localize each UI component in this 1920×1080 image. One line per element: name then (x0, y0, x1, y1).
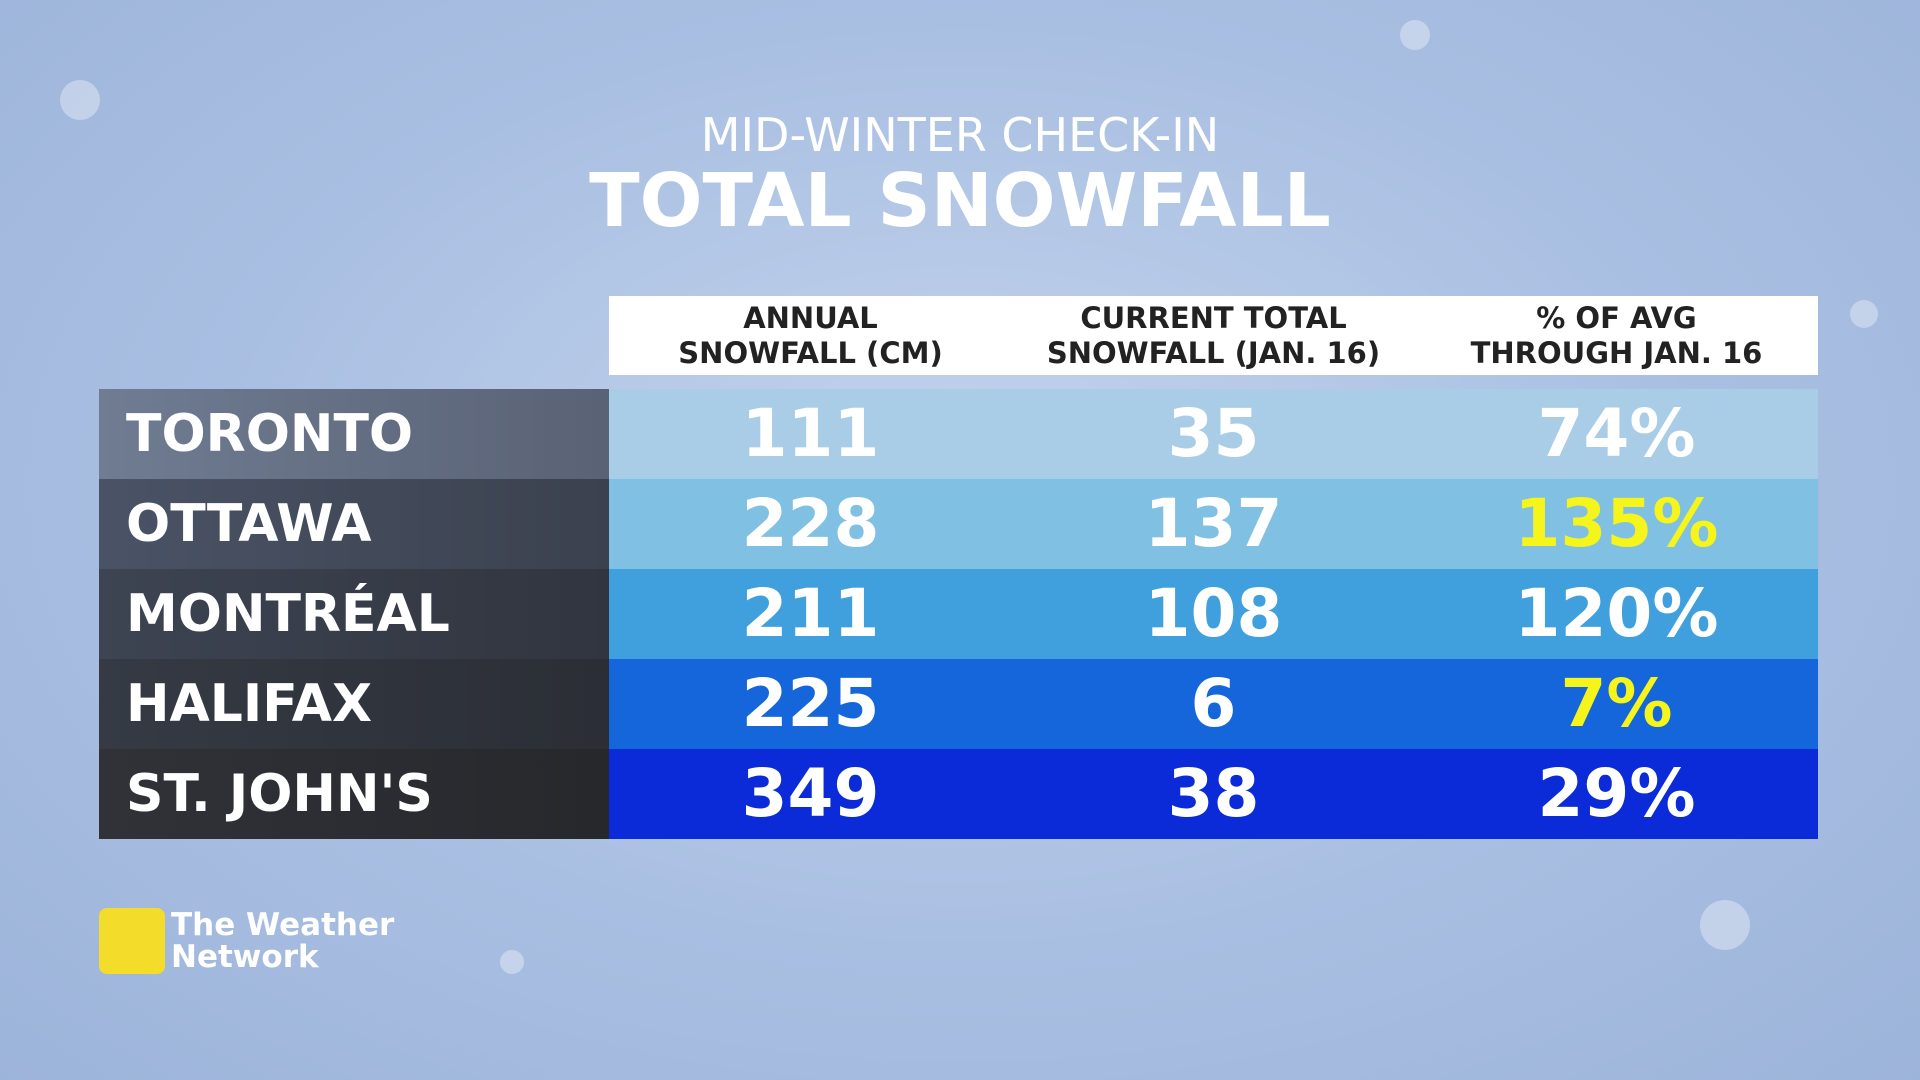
cell: 74% (1537, 395, 1696, 472)
snowflake (1850, 300, 1878, 328)
snowflake (60, 80, 100, 120)
column-header: CURRENT TOTAL SNOWFALL (JAN. 16) (1012, 296, 1415, 375)
header-line: SNOWFALL (CM) (678, 336, 943, 370)
column-header: % OF AVG THROUGH JAN. 16 (1415, 296, 1818, 375)
city: OTTAWA (99, 479, 609, 569)
snowflake (500, 950, 524, 974)
cell: 38 (1167, 755, 1260, 832)
city: HALIFAX (99, 659, 609, 749)
cell: 35 (1167, 395, 1260, 472)
cell: 111 (741, 395, 880, 472)
snowflake (1700, 900, 1750, 950)
table-row: MONTRÉAL 211 108 120% (99, 569, 1818, 659)
cell: 29% (1537, 755, 1696, 832)
table-row: TORONTO 111 35 74% (99, 389, 1818, 479)
table-row: ST. JOHN'S 349 38 29% (99, 749, 1818, 839)
header-line: SNOWFALL (JAN. 16) (1046, 336, 1381, 370)
cell: 108 (1144, 575, 1283, 652)
cell: 7% (1560, 665, 1673, 742)
title: TOTAL SNOWFALL (589, 158, 1331, 244)
cell: 225 (741, 665, 880, 742)
header-line: ANNUAL (743, 301, 878, 335)
column-header: ANNUAL SNOWFALL (CM) (609, 296, 1012, 375)
logo-line: Network (171, 939, 319, 975)
cell: 228 (741, 485, 880, 562)
city: ST. JOHN'S (99, 749, 609, 839)
cell: 135% (1514, 485, 1719, 562)
header-line: % OF AVG (1536, 301, 1697, 335)
logo-text: The Weather Network (171, 909, 394, 973)
cell: 349 (741, 755, 880, 832)
table-header: ANNUAL SNOWFALL (CM) CURRENT TOTAL SNOWFAL… (609, 296, 1818, 375)
city: MONTRÉAL (99, 569, 609, 659)
table-row: OTTAWA 228 137 135% (99, 479, 1818, 569)
logo: The Weather Network (99, 908, 394, 974)
logo-line: The Weather (171, 907, 395, 943)
cell: 137 (1144, 485, 1283, 562)
header-line: CURRENT TOTAL (1080, 301, 1347, 335)
cell: 6 (1190, 665, 1237, 742)
snowflake (1400, 20, 1430, 50)
header-line: THROUGH JAN. 16 (1470, 336, 1763, 370)
table-row: HALIFAX 225 6 7% (99, 659, 1818, 749)
cell: 120% (1514, 575, 1719, 652)
subtitle: MID-WINTER CHECK-IN (700, 108, 1220, 162)
cell: 211 (741, 575, 880, 652)
city: TORONTO (99, 389, 609, 479)
logo-icon (99, 908, 165, 974)
